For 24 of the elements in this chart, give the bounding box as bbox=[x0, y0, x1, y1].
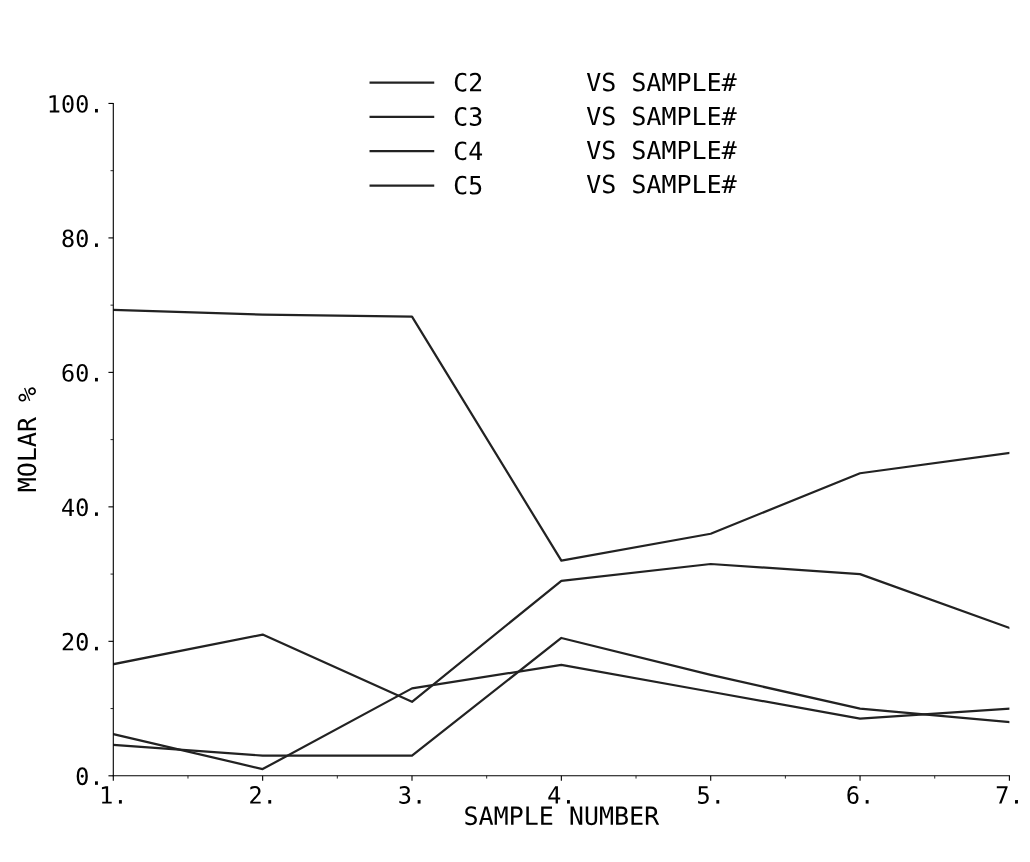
x-tick-label: 1. bbox=[101, 786, 122, 804]
x-tick-label: 7. bbox=[996, 786, 1018, 804]
legend-label: C5 bbox=[454, 175, 482, 195]
legend-label: C4 bbox=[454, 141, 483, 161]
y-tick-label: 0. bbox=[76, 767, 98, 786]
x-axis-title: SAMPLE NUMBER bbox=[465, 806, 660, 826]
y-tick-label: 100. bbox=[49, 94, 98, 113]
x-tick-label: 3. bbox=[399, 786, 421, 804]
y-axis-title: MOLAR % bbox=[17, 387, 37, 492]
y-tick-label: 40. bbox=[62, 498, 98, 517]
y-tick-label: 20. bbox=[62, 632, 98, 651]
x-tick-label: 2. bbox=[250, 786, 272, 804]
annotation: VS SAMPLE# bbox=[586, 106, 737, 126]
x-tick-label: 5. bbox=[698, 786, 720, 804]
line-series bbox=[113, 308, 1010, 562]
y-tick-label: 60. bbox=[62, 363, 98, 382]
annotation: VS SAMPLE# bbox=[586, 140, 737, 160]
annotation: VS SAMPLE# bbox=[586, 174, 737, 194]
legend-label: C2 bbox=[454, 72, 482, 92]
x-tick-label: 6. bbox=[847, 786, 869, 804]
x-tick-label: 4. bbox=[548, 786, 570, 804]
legend-label: C3 bbox=[454, 107, 482, 126]
y-tick-label: 80. bbox=[62, 229, 98, 248]
text: VS SAMPLE# bbox=[586, 72, 737, 92]
